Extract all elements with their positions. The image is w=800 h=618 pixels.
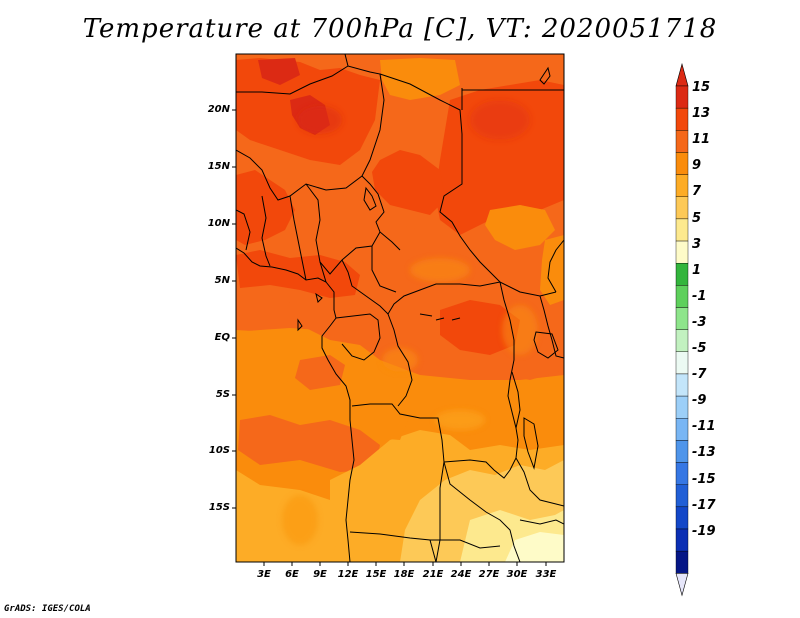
colorbar-label: -7	[692, 367, 707, 383]
colorbar-swatch	[675, 484, 689, 508]
colorbar-swatch	[675, 395, 689, 419]
colorbar-swatch	[675, 218, 689, 242]
lon-label-9e: 9E	[313, 569, 327, 580]
colorbar-label: -17	[692, 497, 716, 513]
colorbar-swatch	[675, 528, 689, 552]
colorbar-swatch	[675, 440, 689, 463]
colorbar-swatch	[675, 418, 689, 441]
lat-label-5n: 5N	[214, 275, 230, 286]
colorbar-swatch	[675, 285, 689, 308]
colorbar-label: -5	[692, 341, 707, 356]
colorbar-label: -19	[692, 523, 716, 539]
colorbar-swatch	[675, 240, 689, 264]
colorbar-swatch	[675, 373, 689, 397]
colorbar-swatch	[675, 462, 689, 485]
colorbar-bottom-arrow	[675, 572, 689, 597]
lat-label-5s: 5S	[215, 389, 230, 400]
colorbar-label: -1	[692, 288, 707, 304]
grads-credit: GrADS: IGES/COLA	[4, 604, 91, 614]
lon-label-18e: 18E	[393, 569, 415, 580]
colorbar-label: 11	[692, 132, 711, 148]
colorbar-swatch	[675, 130, 689, 153]
lat-label-15s: 15S	[208, 502, 230, 513]
colorbar-swatch	[675, 174, 689, 197]
colorbar-swatch	[675, 85, 689, 109]
colorbar-swatch	[675, 550, 689, 574]
lat-ticks	[232, 109, 236, 509]
colorbar-label: 1	[692, 262, 702, 278]
country-borders	[236, 54, 564, 562]
lon-label-30e: 30E	[506, 569, 528, 580]
colorbar-label: 15	[692, 80, 711, 95]
lon-label-21e: 21E	[422, 569, 444, 580]
lon-label-15e: 15E	[365, 569, 387, 580]
map-title: Temperature at 700hPa [C], VT: 202005171…	[82, 14, 718, 44]
colorbar-label: -3	[692, 314, 707, 330]
lat-label-20n: 20N	[207, 104, 230, 115]
lat-label-15n: 15N	[207, 161, 230, 172]
colorbar-label: 9	[692, 158, 702, 174]
temperature-field	[236, 54, 564, 562]
lat-label-10s: 10S	[208, 445, 230, 456]
map-frame	[235, 53, 565, 563]
colorbar-label: -15	[692, 471, 716, 487]
lon-label-6e: 6E	[285, 569, 299, 580]
colorbar-swatch	[675, 107, 689, 131]
colorbar-top-arrow	[675, 62, 689, 87]
colorbar-label: 5	[692, 210, 702, 226]
colorbar-label: -13	[692, 445, 716, 461]
colorbar-swatch	[675, 196, 689, 220]
colorbar-label: -9	[692, 393, 707, 409]
lon-label-24e: 24E	[450, 569, 472, 580]
colorbar-label: 3	[692, 236, 702, 252]
lon-ticks	[263, 562, 547, 566]
colorbar-label: 13	[692, 106, 711, 122]
colorbar-swatch	[675, 263, 689, 286]
lat-label-eq: EQ	[214, 332, 230, 343]
colorbar-label: -11	[692, 419, 716, 435]
colorbar-swatch	[675, 307, 689, 330]
lon-label-33e: 33E	[535, 569, 557, 580]
lat-label-10n: 10N	[207, 218, 230, 229]
colorbar-label: 7	[692, 184, 702, 200]
colorbar-swatch	[675, 506, 689, 530]
lon-label-12e: 12E	[337, 569, 359, 580]
colorbar	[675, 62, 689, 597]
colorbar-swatch	[675, 329, 689, 352]
colorbar-swatch	[675, 351, 689, 375]
lon-label-27e: 27E	[478, 569, 500, 580]
lon-label-3e: 3E	[257, 569, 271, 580]
colorbar-swatch	[675, 152, 689, 175]
